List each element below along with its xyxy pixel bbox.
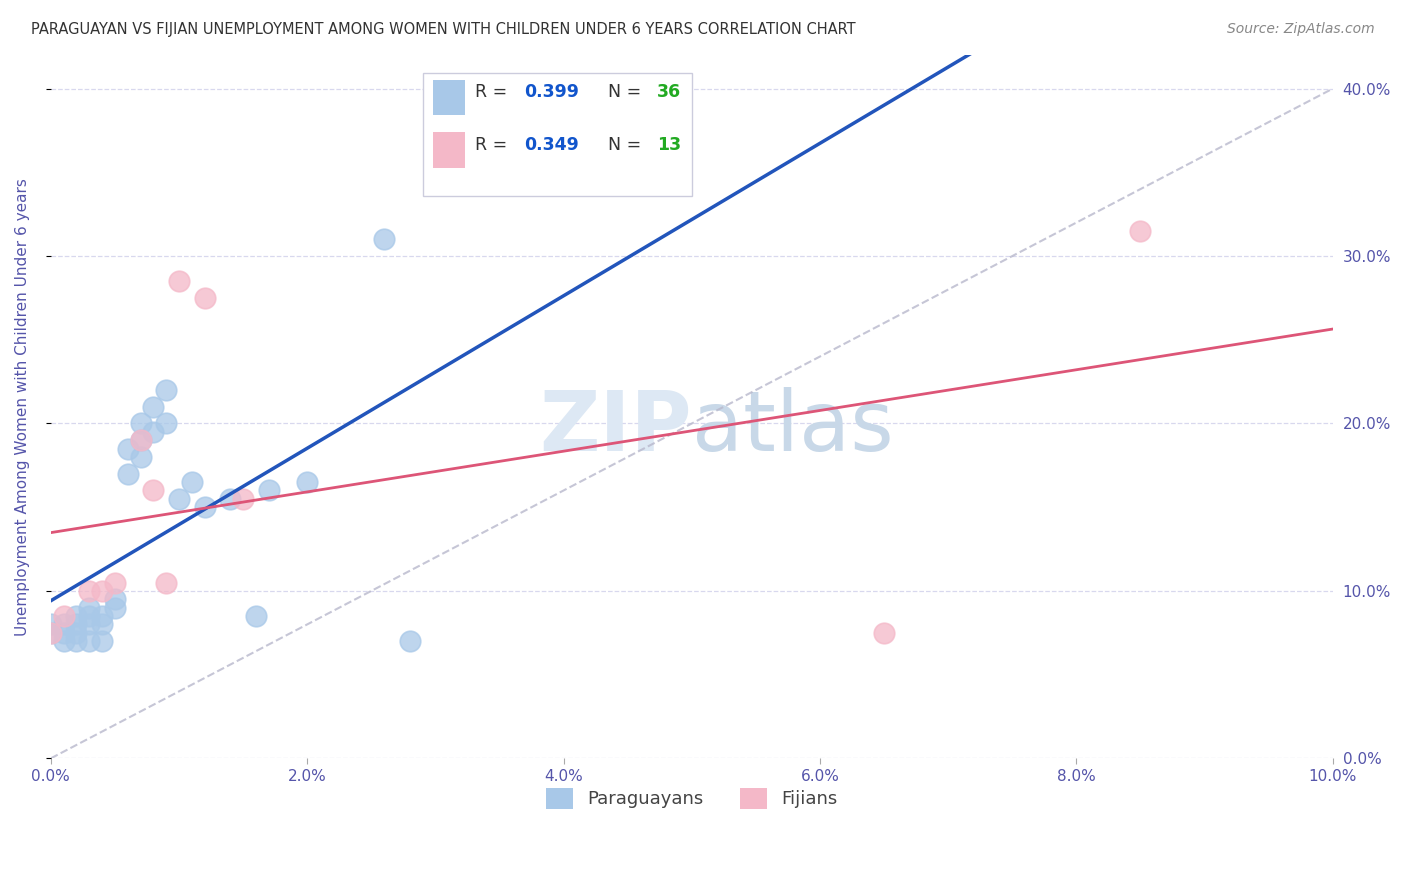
Point [129, 450, 152, 464]
Point [142, 400, 165, 414]
Point [104, 600, 127, 615]
Bar [433, 79, 465, 115]
Point [297, 475, 319, 489]
Point [52, 617, 75, 632]
Point [91, 634, 114, 648]
FancyBboxPatch shape [423, 73, 692, 195]
Bar [433, 133, 465, 168]
Point [79, 609, 101, 624]
Point [142, 425, 165, 439]
Point [91, 617, 114, 632]
Point [39, 625, 62, 640]
Point [52, 634, 75, 648]
Text: N =: N = [598, 83, 647, 102]
Point [1129, 224, 1152, 238]
Point [91, 583, 114, 598]
Point [52, 609, 75, 624]
Point [398, 634, 420, 648]
Text: 13: 13 [657, 136, 682, 154]
Point [39, 617, 62, 632]
Point [65, 634, 87, 648]
Point [155, 575, 177, 590]
Y-axis label: Unemployment Among Women with Children Under 6 years: Unemployment Among Women with Children U… [15, 178, 30, 636]
Point [142, 483, 165, 498]
Point [104, 575, 127, 590]
Text: ZIP: ZIP [540, 387, 692, 468]
Point [155, 417, 177, 431]
Point [873, 625, 896, 640]
Point [104, 592, 127, 607]
Point [167, 274, 190, 288]
Point [79, 634, 101, 648]
Point [79, 600, 101, 615]
Text: Source: ZipAtlas.com: Source: ZipAtlas.com [1227, 22, 1375, 37]
Text: 0.349: 0.349 [524, 136, 579, 154]
Point [52, 625, 75, 640]
Text: 36: 36 [657, 83, 682, 102]
Point [79, 617, 101, 632]
Text: PARAGUAYAN VS FIJIAN UNEMPLOYMENT AMONG WOMEN WITH CHILDREN UNDER 6 YEARS CORREL: PARAGUAYAN VS FIJIAN UNEMPLOYMENT AMONG … [31, 22, 856, 37]
Point [65, 609, 87, 624]
Point [65, 625, 87, 640]
Point [91, 609, 114, 624]
Point [167, 491, 190, 506]
Text: 0.399: 0.399 [524, 83, 579, 102]
Point [194, 500, 217, 515]
Point [155, 383, 177, 397]
Point [129, 434, 152, 448]
Point [79, 583, 101, 598]
Text: R =: R = [475, 136, 513, 154]
Point [65, 617, 87, 632]
Point [257, 483, 280, 498]
Point [117, 442, 139, 456]
Point [245, 609, 267, 624]
Text: N =: N = [598, 136, 647, 154]
Legend: Paraguayans, Fijians: Paraguayans, Fijians [538, 780, 845, 816]
Point [232, 491, 254, 506]
Point [180, 475, 202, 489]
Point [373, 232, 395, 246]
Text: atlas: atlas [692, 387, 894, 468]
Point [129, 417, 152, 431]
Point [39, 625, 62, 640]
Point [117, 467, 139, 481]
Point [194, 291, 217, 305]
Text: R =: R = [475, 83, 513, 102]
Point [129, 434, 152, 448]
Point [219, 491, 242, 506]
